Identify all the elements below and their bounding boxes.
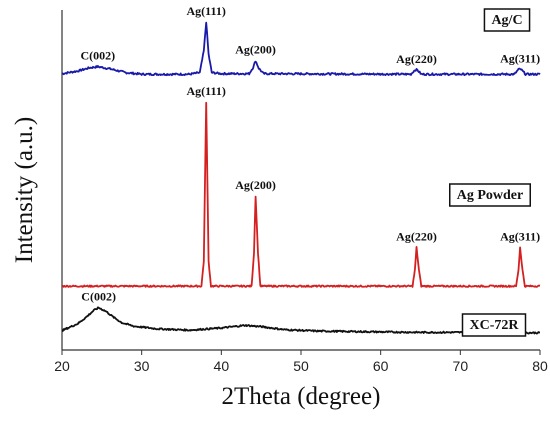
- legend-label: XC-72R: [470, 318, 520, 333]
- legend-box: [449, 183, 531, 207]
- peak-labels-group: C(002) Ag(111) Ag(200) Ag(220) Ag(311) Ag(111…: [81, 4, 541, 304]
- x-tick-label: 70: [453, 358, 469, 374]
- peak-label: Ag(111): [187, 84, 226, 98]
- traces-group: [61, 21, 541, 335]
- legend-boxes-group: Ag/C Ag Powder XC-72R: [449, 8, 531, 337]
- series-line-ag-powder: [61, 101, 541, 288]
- x-tick-label: 80: [532, 358, 548, 374]
- peak-label: Ag(311): [500, 51, 540, 65]
- peak-label: Ag(200): [235, 43, 276, 57]
- y-axis-title: Intensity (a.u.): [11, 117, 38, 263]
- legend-label: Ag/C: [491, 13, 522, 28]
- x-axis-title: 2Theta (degree): [222, 383, 381, 410]
- peak-label: C(002): [81, 290, 116, 304]
- x-tick-label: 40: [214, 358, 230, 374]
- legend-box: [483, 8, 531, 32]
- peak-label: Ag(311): [500, 229, 540, 243]
- peak-label: Ag(220): [396, 52, 437, 66]
- x-tick-label: 30: [134, 358, 150, 374]
- x-tick-label: 20: [54, 358, 70, 374]
- legend-box: [461, 313, 527, 337]
- plot-area: 20 30 40 50 60 70 80 C(002) Ag(111) Ag(200) Ag(22…: [54, 4, 548, 374]
- legend-label: Ag Powder: [457, 188, 524, 203]
- peak-label: Ag(200): [235, 178, 276, 192]
- peak-label: C(002): [81, 49, 116, 63]
- x-tick-label: 50: [293, 358, 309, 374]
- peak-label: Ag(111): [187, 4, 226, 18]
- x-ticks-group: 20 30 40 50 60 70 80: [54, 350, 548, 374]
- peak-label: Ag(220): [396, 229, 437, 243]
- series-line-ag-c: [61, 21, 541, 77]
- series-line-xc-72r: [61, 306, 541, 335]
- x-tick-label: 60: [373, 358, 389, 374]
